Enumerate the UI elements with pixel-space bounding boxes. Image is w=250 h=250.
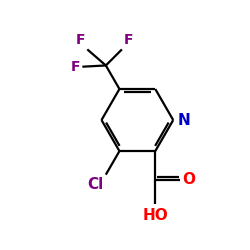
Text: HO: HO — [142, 208, 168, 223]
Text: O: O — [182, 172, 196, 187]
Text: F: F — [124, 34, 134, 48]
Text: N: N — [178, 112, 190, 128]
Text: Cl: Cl — [88, 177, 104, 192]
Text: F: F — [70, 60, 80, 74]
Text: F: F — [76, 34, 85, 48]
